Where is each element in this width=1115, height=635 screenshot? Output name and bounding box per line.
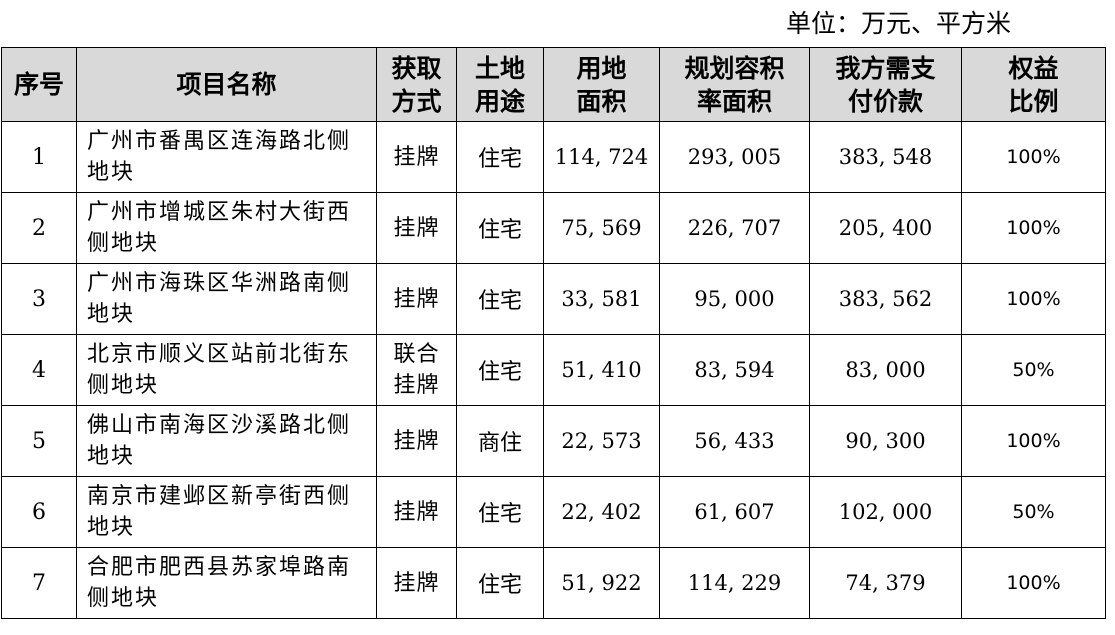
header-acquisition-method: 获取 方式 — [376, 47, 457, 122]
acquisition-method-cell: 联合 挂牌 — [376, 334, 457, 406]
project-name-cell: 广州市番禺区连海路北侧 地块 — [76, 121, 377, 193]
far-area-cell: 226, 707 — [659, 192, 810, 264]
land-area-cell: 114, 724 — [543, 121, 660, 193]
land-use-cell: 住宅 — [456, 476, 544, 548]
land-area-cell: 75, 569 — [543, 192, 660, 264]
land-use-cell: 住宅 — [456, 334, 544, 406]
far-area-cell: 114, 229 — [659, 547, 810, 619]
header-payment: 我方需支 付价款 — [809, 47, 962, 122]
header-planned-far-area: 规划容积 率面积 — [659, 47, 810, 122]
serial-no-cell: 6 — [1, 476, 77, 548]
header-serial-no: 序号 — [1, 47, 77, 122]
land-use-cell: 住宅 — [456, 121, 544, 193]
payment-cell: 383, 548 — [809, 121, 962, 193]
project-name-cell: 广州市增城区朱村大街西 侧地块 — [76, 192, 377, 264]
acquisition-method-cell: 挂牌 — [376, 476, 457, 548]
far-area-cell: 61, 607 — [659, 476, 810, 548]
table-row: 2 广州市增城区朱村大街西 侧地块 挂牌 住宅 75, 569 226, 707… — [1, 192, 1106, 264]
payment-cell: 383, 562 — [809, 263, 962, 335]
unit-label: 单位：万元、平方米 — [786, 9, 1012, 38]
land-area-cell: 51, 410 — [543, 334, 660, 406]
land-area-cell: 22, 573 — [543, 405, 660, 477]
table-row: 1 广州市番禺区连海路北侧 地块 挂牌 住宅 114, 724 293, 005… — [1, 121, 1106, 193]
header-equity-ratio: 权益 比例 — [961, 47, 1106, 122]
land-use-cell: 商住 — [456, 405, 544, 477]
payment-cell: 83, 000 — [809, 334, 962, 406]
equity-ratio-cell: 100% — [961, 547, 1106, 619]
acquisition-method-cell: 挂牌 — [376, 547, 457, 619]
serial-no-cell: 3 — [1, 263, 77, 335]
acquisition-method-cell: 挂牌 — [376, 121, 457, 193]
far-area-cell: 83, 594 — [659, 334, 810, 406]
acquisition-method-cell: 挂牌 — [376, 405, 457, 477]
header-project-name: 项目名称 — [76, 47, 377, 122]
header-land-area: 用地 面积 — [543, 47, 660, 122]
equity-ratio-cell: 50% — [961, 476, 1106, 548]
table-row: 5 佛山市南海区沙溪路北侧 地块 挂牌 商住 22, 573 56, 433 9… — [1, 405, 1106, 477]
project-name-cell: 南京市建邺区新亭街西侧 地块 — [76, 476, 377, 548]
payment-cell: 90, 300 — [809, 405, 962, 477]
table-row: 6 南京市建邺区新亭街西侧 地块 挂牌 住宅 22, 402 61, 607 1… — [1, 476, 1106, 548]
payment-cell: 102, 000 — [809, 476, 962, 548]
equity-ratio-cell: 100% — [961, 121, 1106, 193]
table-header-row: 序号 项目名称 获取 方式 土地 用途 用地 面积 规划容积 率面积 我方需支 … — [1, 47, 1106, 122]
table-row: 3 广州市海珠区华洲路南侧 地块 挂牌 住宅 33, 581 95, 000 3… — [1, 263, 1106, 335]
land-use-cell: 住宅 — [456, 192, 544, 264]
equity-ratio-cell: 100% — [961, 405, 1106, 477]
payment-cell: 74, 379 — [809, 547, 962, 619]
serial-no-cell: 5 — [1, 405, 77, 477]
land-area-cell: 33, 581 — [543, 263, 660, 335]
far-area-cell: 293, 005 — [659, 121, 810, 193]
serial-no-cell: 7 — [1, 547, 77, 619]
serial-no-cell: 2 — [1, 192, 77, 264]
land-area-cell: 51, 922 — [543, 547, 660, 619]
land-area-cell: 22, 402 — [543, 476, 660, 548]
project-name-cell: 佛山市南海区沙溪路北侧 地块 — [76, 405, 377, 477]
acquisition-method-cell: 挂牌 — [376, 192, 457, 264]
equity-ratio-cell: 50% — [961, 334, 1106, 406]
far-area-cell: 56, 433 — [659, 405, 810, 477]
acquisition-method-cell: 挂牌 — [376, 263, 457, 335]
project-name-cell: 北京市顺义区站前北街东 侧地块 — [76, 334, 377, 406]
land-use-cell: 住宅 — [456, 263, 544, 335]
serial-no-cell: 4 — [1, 334, 77, 406]
table-row: 4 北京市顺义区站前北街东 侧地块 联合 挂牌 住宅 51, 410 83, 5… — [1, 334, 1106, 406]
table-row: 7 合肥市肥西县苏家埠路南 侧地块 挂牌 住宅 51, 922 114, 229… — [1, 547, 1106, 619]
project-name-cell: 广州市海珠区华洲路南侧 地块 — [76, 263, 377, 335]
payment-cell: 205, 400 — [809, 192, 962, 264]
land-parcel-table: 序号 项目名称 获取 方式 土地 用途 用地 面积 规划容积 率面积 我方需支 … — [1, 47, 1106, 619]
project-name-cell: 合肥市肥西县苏家埠路南 侧地块 — [76, 547, 377, 619]
equity-ratio-cell: 100% — [961, 192, 1106, 264]
equity-ratio-cell: 100% — [961, 263, 1106, 335]
far-area-cell: 95, 000 — [659, 263, 810, 335]
header-land-use: 土地 用途 — [456, 47, 544, 122]
land-use-cell: 住宅 — [456, 547, 544, 619]
serial-no-cell: 1 — [1, 121, 77, 193]
